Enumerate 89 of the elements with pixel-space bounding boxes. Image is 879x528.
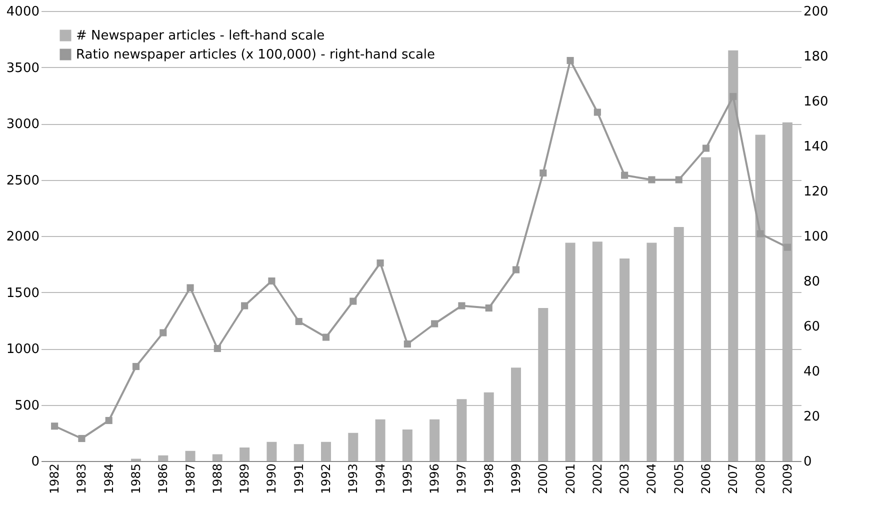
x-tick-label: 1985	[129, 464, 143, 494]
x-tick-label: 1997	[454, 464, 469, 494]
x-tick-label: 2000	[536, 464, 550, 494]
bar	[185, 450, 196, 461]
x-tick-label: 1999	[509, 464, 523, 494]
x-tick-label: 1986	[156, 464, 170, 494]
legend-label: # Newspaper articles - left-hand scale	[76, 28, 325, 44]
point	[566, 56, 574, 64]
x-tick-label: 1982	[48, 464, 62, 494]
x-tick-label: 2007	[726, 464, 740, 494]
x-tick-label: 1995	[400, 464, 414, 494]
point	[431, 320, 438, 328]
bar	[266, 442, 277, 461]
point	[594, 108, 601, 116]
point	[160, 329, 167, 336]
point	[268, 277, 276, 285]
point	[350, 298, 357, 305]
x-tick-label: 1994	[373, 464, 388, 494]
x-tick-label: 1998	[482, 464, 496, 494]
bar	[158, 455, 168, 461]
point	[295, 318, 302, 326]
point	[485, 304, 492, 312]
y2-tick-label: 180	[804, 50, 828, 64]
y2-tick-label: 140	[804, 140, 828, 154]
point	[756, 230, 764, 238]
point	[322, 334, 330, 341]
y2-tick-label: 60	[804, 320, 820, 334]
point	[78, 434, 86, 442]
y2-tick-label: 200	[804, 4, 828, 20]
y-tick-label: 3500	[6, 60, 40, 76]
bar	[375, 419, 386, 461]
x-tick-label: 2001	[563, 464, 578, 494]
bar	[294, 444, 304, 461]
x-tick-label: 2005	[672, 464, 686, 494]
y2-tick-label: 100	[804, 230, 828, 244]
y-tick-label: 500	[14, 398, 40, 414]
y-tick-label: 3000	[6, 117, 40, 132]
point	[675, 176, 682, 184]
bar	[240, 448, 250, 461]
y-tick-label: 2500	[6, 173, 40, 188]
x-tick-label: 1990	[264, 464, 279, 494]
y-tick-label: 1500	[6, 286, 40, 301]
y-tick-label: 2000	[6, 230, 40, 244]
bar	[402, 430, 412, 461]
x-tick-label: 1993	[346, 464, 360, 494]
point	[730, 92, 737, 100]
x-tick-label: 1988	[210, 464, 224, 494]
point	[702, 144, 710, 152]
point	[214, 344, 221, 352]
bar	[212, 454, 222, 461]
point	[512, 266, 520, 274]
x-tick-label: 1984	[102, 464, 116, 494]
point	[621, 172, 628, 179]
point	[241, 302, 248, 310]
y2-tick-label: 0	[804, 454, 812, 470]
y-tick-label: 4000	[6, 4, 40, 20]
x-tick-label: 1987	[183, 464, 198, 494]
x-tick-label: 2002	[590, 464, 604, 494]
x-tick-label: 2008	[753, 464, 768, 494]
y2-tick-label: 160	[804, 94, 828, 110]
bar	[321, 442, 331, 461]
point	[51, 422, 58, 430]
point	[376, 259, 384, 267]
y2-tick-label: 40	[804, 364, 820, 380]
y-tick-label: 0	[31, 454, 40, 470]
x-tick-label: 2006	[699, 464, 713, 494]
y2-tick-label: 20	[804, 410, 820, 424]
bar	[348, 432, 358, 461]
point	[540, 169, 547, 177]
x-tick-label: 1996	[428, 464, 442, 494]
point	[404, 340, 411, 348]
x-tick-label: 1992	[319, 464, 333, 494]
x-tick-label: 1991	[292, 464, 306, 494]
y2-tick-label: 80	[804, 274, 820, 290]
legend-label: Ratio newspaper articles (x 100,000) - right-hand scale	[76, 48, 436, 62]
bar	[430, 419, 440, 461]
point	[132, 362, 140, 370]
x-tick-label: 2009	[780, 464, 794, 494]
point	[105, 416, 112, 424]
x-tick-label: 2004	[644, 464, 659, 494]
point	[458, 302, 466, 310]
y2-tick-label: 120	[804, 184, 828, 200]
x-tick-label: 2003	[618, 464, 632, 494]
point	[186, 284, 194, 292]
y-tick-label: 1000	[6, 342, 40, 357]
point	[648, 176, 656, 184]
x-tick-label: 1983	[74, 464, 89, 494]
point	[784, 244, 791, 251]
x-tick-label: 1989	[238, 464, 252, 494]
